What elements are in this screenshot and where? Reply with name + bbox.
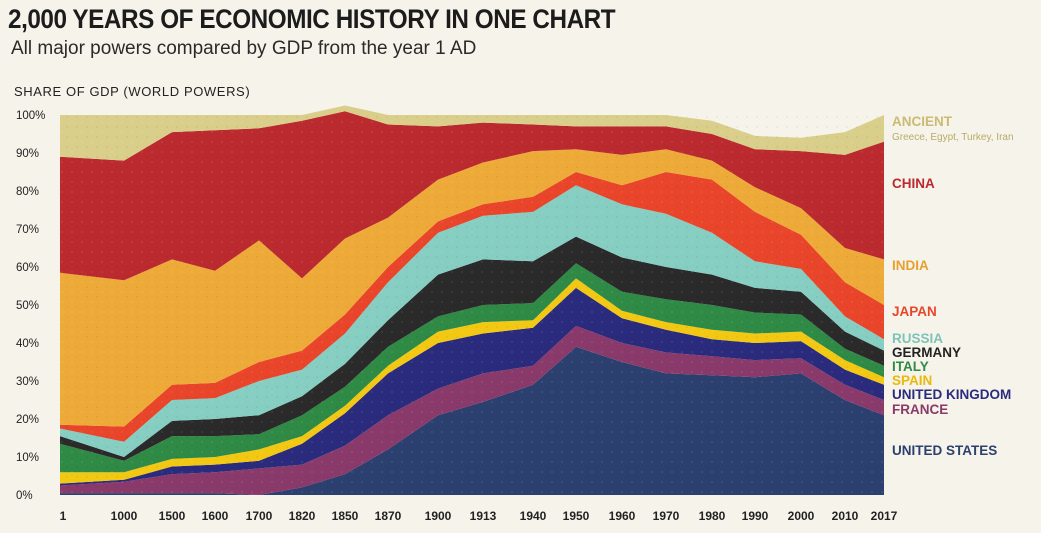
legend-germany: GERMANY: [892, 345, 961, 360]
x-tick-label: 1950: [563, 509, 590, 523]
x-tick-label: 2017: [871, 509, 898, 523]
x-tick-label: 1970: [653, 509, 680, 523]
legend-united-states: UNITED STATES: [892, 443, 997, 458]
legend-russia: RUSSIA: [892, 331, 943, 346]
legend-china: CHINA: [892, 176, 935, 191]
x-tick-label: 1850: [332, 509, 359, 523]
x-tick-label: 1870: [375, 509, 402, 523]
legend-india: INDIA: [892, 258, 929, 273]
x-tick-label: 1990: [742, 509, 769, 523]
chart-subtitle: All major powers compared by GDP from th…: [11, 38, 477, 59]
x-tick-label: 2000: [788, 509, 815, 523]
y-tick-label: 100%: [16, 110, 45, 122]
y-tick-label: 90%: [16, 148, 39, 160]
y-tick-label: 40%: [16, 338, 39, 350]
legend-italy: ITALY: [892, 359, 929, 374]
y-tick-label: 70%: [16, 224, 39, 236]
y-tick-label: 60%: [16, 262, 39, 274]
x-tick-label: 1000: [111, 509, 138, 523]
x-tick-label: 2010: [832, 509, 859, 523]
y-tick-label: 20%: [16, 414, 39, 426]
y-tick-label: 50%: [16, 300, 39, 312]
x-tick-label: 1980: [699, 509, 726, 523]
legend-france: FRANCE: [892, 402, 948, 417]
y-tick-label: 30%: [16, 376, 39, 388]
chart-title: 2,000 YEARS OF ECONOMIC HISTORY IN ONE C…: [8, 4, 616, 34]
x-tick-label: 1940: [520, 509, 547, 523]
x-tick-label: 1900: [425, 509, 452, 523]
legend-japan: JAPAN: [892, 304, 937, 319]
y-tick-label: 80%: [16, 186, 39, 198]
x-tick-label: 1700: [246, 509, 273, 523]
legend-united-kingdom: UNITED KINGDOM: [892, 387, 1011, 402]
y-tick-label: 10%: [16, 452, 39, 464]
x-tick-label: 1820: [289, 509, 316, 523]
x-tick-label: 1600: [202, 509, 229, 523]
y-tick-label: 0%: [16, 490, 33, 502]
x-tick-label: 1: [60, 509, 67, 523]
x-tick-label: 1913: [470, 509, 497, 523]
legend-ancient: ANCIENT: [892, 114, 953, 129]
x-tick-label: 1500: [159, 509, 186, 523]
legend-ancient-note: Greece, Egypt, Turkey, Iran: [892, 132, 1014, 143]
y-axis-label: SHARE OF GDP (WORLD POWERS): [14, 84, 251, 99]
x-tick-label: 1960: [609, 509, 636, 523]
legend-spain: SPAIN: [892, 373, 932, 388]
